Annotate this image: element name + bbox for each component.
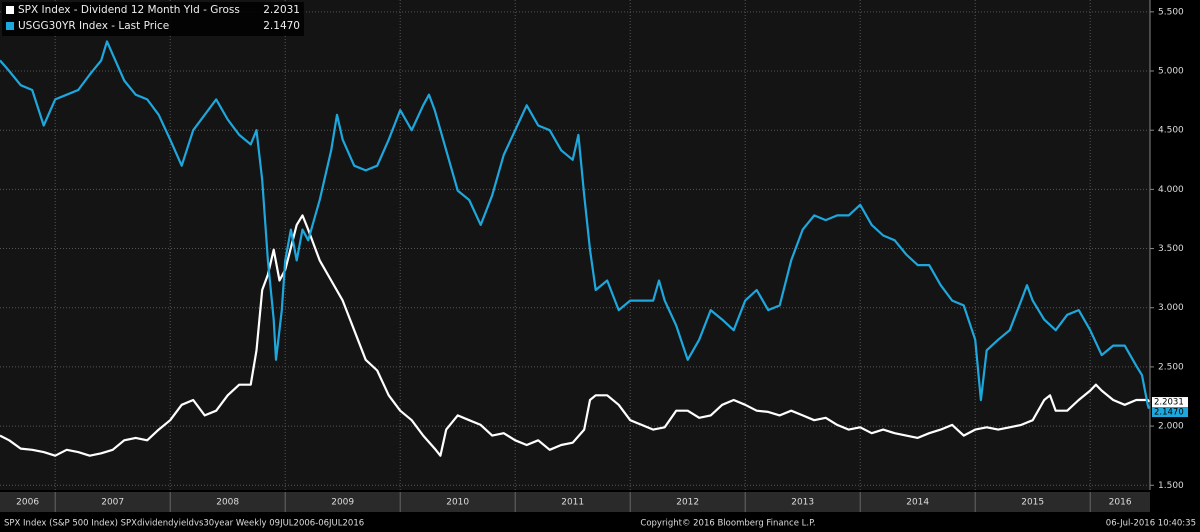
y-tick-label: 5.000 [1158,67,1184,77]
legend-value: 2.1470 [263,20,300,32]
y-tick-label: 2.500 [1158,362,1184,372]
series-line [0,40,1150,410]
x-tick-label: 2016 [1109,498,1132,508]
legend-swatch [6,22,14,30]
x-axis-strip [0,492,1150,512]
grid [0,0,1150,490]
value-tag [1152,397,1188,408]
footer-center: Copyright© 2016 Bloomberg Finance L.P. [640,519,815,529]
y-tick-label: 5.500 [1158,7,1184,17]
footer-right: 06-Jul-2016 10:40:35 [1106,519,1196,529]
x-tick-label: 2010 [446,498,469,508]
legend-label: SPX Index - Dividend 12 Month Yld - Gros… [18,4,240,16]
x-tick-label: 2009 [331,498,354,508]
series-line [0,214,1150,457]
x-tick-label: 2006 [16,498,39,508]
x-tick-label: 2012 [676,498,699,508]
x-tick-label: 2008 [216,498,239,508]
legend-background [2,2,304,36]
y-tick-label: 1.500 [1158,481,1184,491]
legend-swatch [6,6,14,14]
x-tick-label: 2011 [561,498,584,508]
y-tick-label: 4.500 [1158,126,1184,136]
lines [0,40,1150,457]
y-tick-label: 3.000 [1158,303,1184,313]
y-tick-label: 3.500 [1158,244,1184,254]
value-tag-label: 2.1470 [1154,408,1184,418]
y-tick-label: 4.000 [1158,185,1184,195]
legend-label: USGG30YR Index - Last Price [18,20,169,32]
legend-value: 2.2031 [263,4,300,16]
value-tag [1152,407,1188,418]
plot-background [0,0,1150,490]
x-tick-label: 2007 [101,498,124,508]
value-tag-label: 2.2031 [1154,398,1184,408]
x-tick-label: 2013 [791,498,814,508]
footer-left: SPX Index (S&P 500 Index) SPXdividendyie… [4,519,364,529]
x-tick-label: 2014 [906,498,929,508]
x-tick-label: 2015 [1021,498,1044,508]
legend: SPX Index - Dividend 12 Month Yld - Gros… [2,2,304,36]
y-tick-label: 2.000 [1158,422,1184,432]
axes: 1.500 2.000 2.500 3.000 3.500 4.000 4.500 5.000… [16,7,1188,512]
